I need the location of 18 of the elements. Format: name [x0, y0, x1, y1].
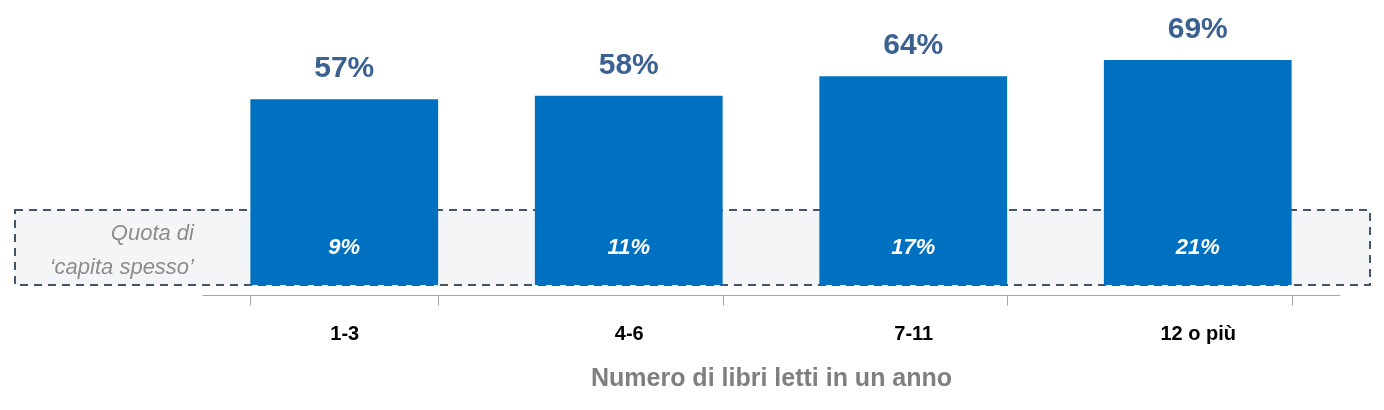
data-label: 64% [883, 27, 944, 61]
annotation: 9% [328, 234, 361, 259]
annotation: 17% [891, 234, 936, 259]
x-tick-label: 1-3 [330, 321, 360, 344]
bar [1103, 60, 1292, 285]
x-axis-title: Numero di libri letti in un anno [590, 362, 953, 391]
band-label: Quota di ‘capita spesso’ [49, 219, 196, 279]
data-label: 58% [598, 46, 659, 80]
bar [534, 95, 723, 285]
x-tick-label: 4-6 [614, 321, 644, 344]
x-tick-label: 12 o più [1160, 321, 1237, 344]
annotation: 21% [1174, 234, 1220, 259]
bar [250, 99, 439, 285]
data-label: 69% [1167, 11, 1228, 44]
bar [819, 76, 1008, 285]
x-tick-label: 7-11 [894, 321, 934, 344]
annotation: 11% [607, 234, 650, 259]
data-label: 57% [314, 50, 375, 84]
